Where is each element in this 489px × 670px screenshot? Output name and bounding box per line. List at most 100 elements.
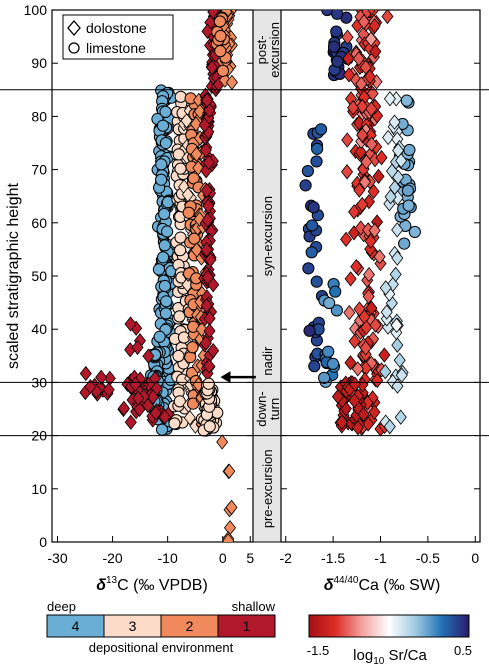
calcium-point-5-0 xyxy=(391,337,404,353)
calcium-point-4-134 xyxy=(368,222,381,239)
carbon-point-10-5 xyxy=(142,348,155,364)
env-deep-label: deep xyxy=(47,599,76,614)
calcium-point-4-70 xyxy=(374,255,387,272)
calcium-point-4-155 xyxy=(343,304,356,321)
carbon-point-13-7 xyxy=(216,64,230,77)
calcium-x-tick-label-0: -2 xyxy=(280,550,293,566)
carbon-point-8-44 xyxy=(132,390,145,406)
calcium-point-0-20 xyxy=(305,246,318,259)
carbon-point-4-16 xyxy=(184,351,197,364)
carbon-x-tick-label-1: -20 xyxy=(102,550,122,566)
calcium-point-3-22 xyxy=(403,143,416,157)
calcium-point-5-25 xyxy=(390,317,403,334)
nadir-arrow-head xyxy=(220,371,231,384)
calcium-x-tick-label-4: 0 xyxy=(471,550,479,566)
carbon-point-0-156 xyxy=(152,263,166,276)
calcium-point-4-165 xyxy=(341,164,354,180)
calcium-x-label: δ44/40Ca (‰ SW) xyxy=(324,575,441,594)
carbon-x-tick-label-0: -30 xyxy=(47,550,67,566)
carbon-point-7-39 xyxy=(203,420,216,433)
calcium-point-4-167 xyxy=(368,18,381,34)
carbon-point-2-87 xyxy=(174,231,187,244)
calcium-x-label-main: Ca (‰ SW) xyxy=(359,577,441,594)
calcium-point-5-27 xyxy=(379,280,392,296)
carbon-point-5-35 xyxy=(190,146,203,162)
carbon-point-9-2 xyxy=(79,365,92,382)
calcium-point-3-14 xyxy=(398,237,411,250)
y-tick-label-6: 60 xyxy=(31,215,47,231)
carbon-point-0-152 xyxy=(156,251,170,264)
carbon-point-8-23 xyxy=(124,414,137,430)
calcium-point-4-160 xyxy=(378,347,391,363)
calcium-point-5-40 xyxy=(391,222,404,238)
y-tick-label-1: 10 xyxy=(31,481,47,497)
calcium-point-6-37 xyxy=(348,392,361,409)
calcium-point-4-199 xyxy=(359,340,372,356)
y-tick-label-5: 50 xyxy=(31,268,47,284)
calcium-point-4-77 xyxy=(353,182,366,198)
carbon-point-6-74 xyxy=(207,343,220,359)
calcium-point-5-31 xyxy=(393,352,406,368)
calcium-x-tick-label-1: -1.5 xyxy=(321,550,345,566)
calcium-point-4-190 xyxy=(353,301,366,317)
carbon-point-0-131 xyxy=(158,279,172,293)
calcium-point-0-29 xyxy=(307,201,320,214)
calcium-point-4-178 xyxy=(365,31,378,47)
dolostone-legend-label: dolostone xyxy=(86,20,147,36)
zone-label-4: pre-excursion xyxy=(260,449,275,528)
carbon-point-11-30 xyxy=(207,10,220,20)
calcium-point-5-28 xyxy=(386,374,399,390)
carbon-point-0-163 xyxy=(153,330,166,343)
calcium-point-5-7 xyxy=(391,250,404,266)
carbon-pre-point-0 xyxy=(222,533,235,542)
srca-label-sub: 10 xyxy=(373,656,385,667)
carbon-point-2-89 xyxy=(168,417,181,430)
calcium-point-4-97 xyxy=(366,390,379,406)
carbon-point-0-166 xyxy=(160,295,173,308)
carbon-point-8-37 xyxy=(133,401,146,418)
calcium-point-2-5 xyxy=(330,25,343,38)
zone-strip xyxy=(252,9,282,543)
srca-label: log10 Sr/Ca xyxy=(353,647,427,667)
carbon-point-6-109 xyxy=(198,117,211,133)
calcium-point-1-14 xyxy=(318,371,331,384)
calcium-point-6-35 xyxy=(331,388,344,405)
carbon-point-0-121 xyxy=(158,207,171,221)
calcium-point-4-107 xyxy=(356,196,369,213)
carbon-point-6-101 xyxy=(202,198,215,214)
carbon-point-8-36 xyxy=(158,409,171,425)
calcium-point-4-23 xyxy=(362,193,375,210)
calcium-point-4-162 xyxy=(341,29,354,45)
carbon-x-label-delta: δ xyxy=(96,577,106,594)
carbon-point-9-11 xyxy=(102,382,115,398)
carbon-point-8-28 xyxy=(146,389,159,405)
calcium-point-5-30 xyxy=(383,91,396,107)
y-tick-label-3: 30 xyxy=(31,374,47,390)
env-class-1 xyxy=(217,614,276,638)
carbon-point-6-40 xyxy=(199,142,212,158)
carbon-pre-point-1 xyxy=(225,499,238,516)
carbon-point-11-33 xyxy=(206,59,219,76)
y-tick-label-8: 80 xyxy=(31,108,47,124)
calcium-point-6-39 xyxy=(348,376,361,392)
calcium-point-4-182 xyxy=(365,136,378,152)
calcium-point-4-183 xyxy=(364,233,377,249)
calcium-point-0-27 xyxy=(314,123,328,136)
calcium-point-2-12 xyxy=(331,10,344,20)
env-class-label-4: 4 xyxy=(72,618,80,634)
calcium-point-5-42 xyxy=(383,419,396,435)
calcium-point-5-19 xyxy=(385,163,399,179)
calcium-point-4-184 xyxy=(355,76,368,92)
carbon-point-6-57 xyxy=(202,154,215,171)
calcium-point-3-15 xyxy=(408,225,421,239)
calcium-point-4-146 xyxy=(381,10,394,25)
calcium-point-1-2 xyxy=(330,304,343,317)
carbon-point-6-104 xyxy=(207,277,220,293)
calcium-point-0-1 xyxy=(310,275,323,288)
calcium-point-4-31 xyxy=(353,115,366,131)
limestone-legend-marker xyxy=(68,42,80,54)
srca-colorbar xyxy=(308,614,470,638)
carbon-point-2-77 xyxy=(174,90,187,103)
calcium-point-1-6 xyxy=(323,296,336,310)
